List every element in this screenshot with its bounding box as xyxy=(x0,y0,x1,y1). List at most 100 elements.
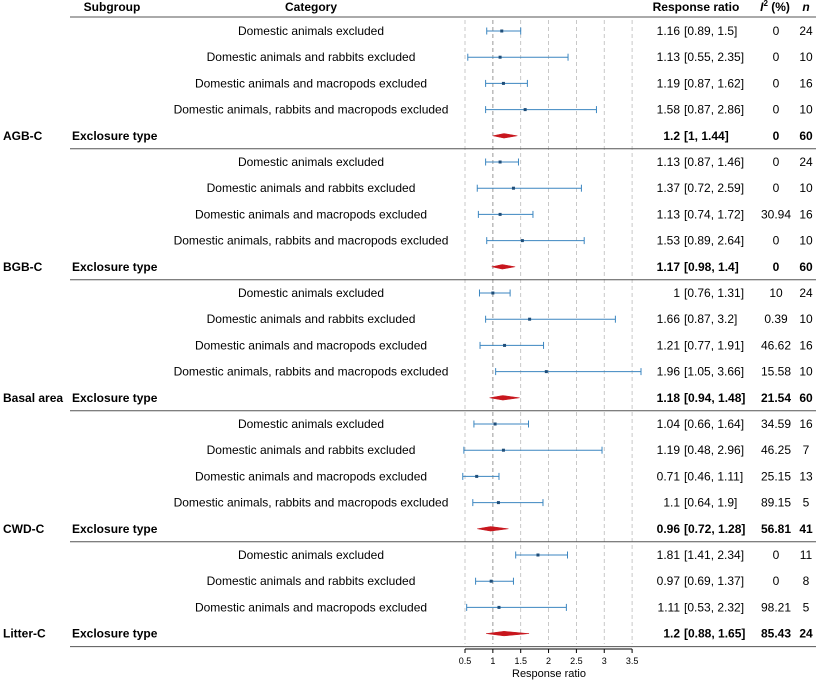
table-row: Domestic animals, rabbits and macropods … xyxy=(174,234,813,248)
summary-i2-value: 21.54 xyxy=(761,391,791,405)
n-value: 10 xyxy=(799,50,813,64)
table-row: Domestic animals and rabbits excluded 0.9… xyxy=(207,574,810,588)
i2-value: 0 xyxy=(773,155,780,169)
category-label: Domestic animals excluded xyxy=(238,548,384,562)
summary-i2-value: 85.43 xyxy=(761,627,791,641)
rr-value: 1.19 xyxy=(657,443,681,457)
rr-value: 1.19 xyxy=(657,76,681,90)
subgroup-label: AGB-C xyxy=(3,129,43,143)
i2-value: 89.15 xyxy=(761,496,791,510)
summary-row: BGB-C Exclosure type 1.17 [0.98, 1.4] 0 60 xyxy=(3,260,813,274)
summary-row: Basal area Exclosure type 1.18 [0.94, 1.48]… xyxy=(3,391,813,405)
x-axis: Response ratio 0.5 1 1.5 2 2.5 3 3.5 xyxy=(459,648,638,680)
table-row: Domestic animals excluded 1.13 [0.87, 1.46… xyxy=(238,155,813,169)
summary-diamond xyxy=(491,264,516,270)
point-estimate xyxy=(498,55,502,59)
summary-rr-value: 1.2 xyxy=(663,129,680,143)
table-row: Domestic animals, rabbits and macropods … xyxy=(174,103,813,117)
rr-ci: [0.72, 2.59] xyxy=(684,181,744,195)
point-estimate xyxy=(511,186,515,190)
summary-row: Litter-C Exclosure type 1.2 [0.88, 1.65] 85.… xyxy=(3,627,813,641)
column-headers: Subgroup Category Response ratio I2 (%) … xyxy=(84,0,810,14)
i2-value: 25.15 xyxy=(761,469,791,483)
summary-n-value: 60 xyxy=(799,260,813,274)
rr-ci: [0.76, 1.31] xyxy=(684,286,744,300)
point-estimate xyxy=(536,553,540,557)
n-value: 10 xyxy=(799,234,813,248)
rr-value: 1.66 xyxy=(657,312,681,326)
point-estimate xyxy=(489,579,493,583)
summary-label: Exclosure type xyxy=(72,627,158,641)
summary-rr-ci: [0.72, 1.28] xyxy=(684,522,745,536)
rr-value: 1.11 xyxy=(658,600,681,614)
rr-ci: [0.89, 1.5] xyxy=(684,24,737,38)
summary-row: CWD-C Exclosure type 0.96 [0.72, 1.28] 56.81… xyxy=(3,522,813,536)
rr-value: 1.04 xyxy=(657,417,681,431)
rr-ci: [0.53, 2.32] xyxy=(684,600,744,614)
category-label: Domestic animals and rabbits excluded xyxy=(207,50,416,64)
rr-value: 1.37 xyxy=(657,181,681,195)
n-value: 5 xyxy=(803,496,810,510)
n-value: 10 xyxy=(799,181,813,195)
summary-n-value: 60 xyxy=(799,391,813,405)
rr-ci: [0.69, 1.37] xyxy=(684,574,744,588)
summary-rr-value: 1.18 xyxy=(657,391,681,405)
point-estimate xyxy=(497,605,501,609)
n-value: 11 xyxy=(800,548,813,562)
table-row: Domestic animals excluded 1.16 [0.89, 1.5]… xyxy=(238,24,813,38)
point-estimate xyxy=(528,317,532,321)
summary-i2-value: 56.81 xyxy=(761,522,791,536)
table-row: Domestic animals and macropods excluded 0… xyxy=(195,469,813,483)
rr-value: 0.97 xyxy=(657,574,681,588)
i2-value: 0 xyxy=(773,24,780,38)
category-label: Domestic animals and macropods excluded xyxy=(195,338,427,352)
category-label: Domestic animals and rabbits excluded xyxy=(207,312,416,326)
i2-value: 0 xyxy=(773,103,780,117)
table-row: Domestic animals and macropods excluded 1… xyxy=(195,207,813,221)
point-estimate xyxy=(491,291,495,295)
summary-n-value: 41 xyxy=(799,522,813,536)
summary-label: Exclosure type xyxy=(72,260,158,274)
i2-value: 15.58 xyxy=(761,365,791,379)
rr-value: 1.81 xyxy=(657,548,681,562)
rr-ci: [0.48, 2.96] xyxy=(684,443,744,457)
summary-rr-ci: [0.98, 1.4] xyxy=(684,260,739,274)
rr-ci: [0.66, 1.64] xyxy=(684,417,744,431)
header-i2-suffix: (%) xyxy=(768,0,790,14)
category-label: Domestic animals, rabbits and macropods … xyxy=(174,103,449,117)
summary-label: Exclosure type xyxy=(72,391,158,405)
point-estimate xyxy=(496,501,500,505)
header-subgroup: Subgroup xyxy=(84,0,141,14)
subgroup-label: BGB-C xyxy=(3,260,43,274)
rr-value: 1.16 xyxy=(657,24,681,38)
category-label: Domestic animals, rabbits and macropods … xyxy=(174,234,449,248)
category-label: Domestic animals and macropods excluded xyxy=(195,76,427,90)
rr-value: 1.53 xyxy=(657,234,681,248)
rr-ci: [0.89, 2.64] xyxy=(684,234,744,248)
category-label: Domestic animals and macropods excluded xyxy=(195,469,427,483)
table-row: Domestic animals and rabbits excluded 1.1… xyxy=(207,443,810,457)
table-row: Domestic animals and rabbits excluded 1.6… xyxy=(207,312,813,326)
i2-value: 0 xyxy=(773,234,780,248)
x-tick-label: 2.5 xyxy=(570,656,583,666)
header-category: Category xyxy=(285,0,337,14)
rr-ci: [0.87, 1.46] xyxy=(684,155,744,169)
summary-diamond xyxy=(489,395,520,401)
table-row: Domestic animals excluded 1 [0.76, 1.31] 10… xyxy=(238,286,813,300)
n-value: 7 xyxy=(803,443,810,457)
n-value: 8 xyxy=(803,574,810,588)
table-row: Domestic animals and rabbits excluded 1.3… xyxy=(207,181,813,195)
rr-ci: [1.41, 2.34] xyxy=(684,548,744,562)
i2-value: 0.39 xyxy=(764,312,788,326)
subgroup-label: Litter-C xyxy=(3,627,46,641)
table-row: Domestic animals, rabbits and macropods … xyxy=(174,365,813,379)
point-estimate xyxy=(544,370,548,374)
category-label: Domestic animals and macropods excluded xyxy=(195,600,427,614)
category-label: Domestic animals, rabbits and macropods … xyxy=(174,496,449,510)
i2-value: 0 xyxy=(773,574,780,588)
n-value: 24 xyxy=(799,155,813,169)
table-rows: Domestic animals excluded 1.16 [0.89, 1.5]… xyxy=(3,24,816,648)
i2-value: 0 xyxy=(773,76,780,90)
table-row: Domestic animals excluded 1.04 [0.66, 1.64… xyxy=(238,417,813,431)
